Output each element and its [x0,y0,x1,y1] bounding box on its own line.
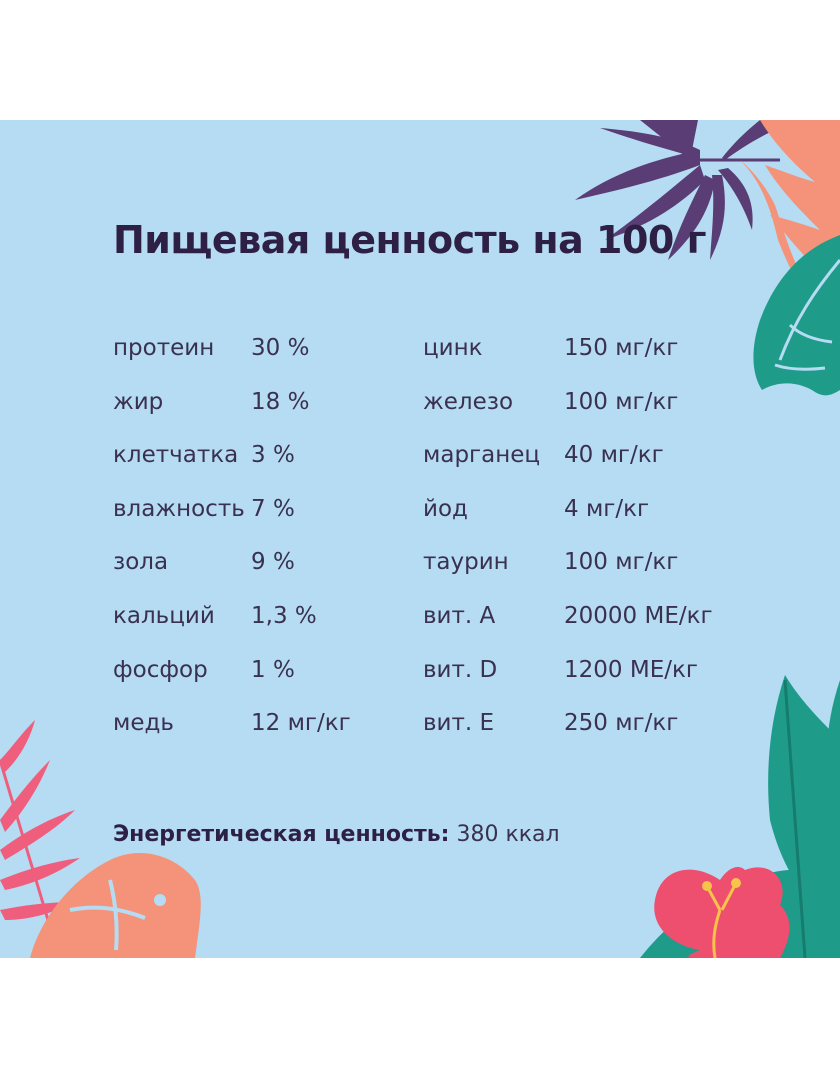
nutrient-name: вит. E [423,710,495,736]
nutrient-name: таурин [423,549,509,575]
nutrient-value: 40 мг/кг [564,442,664,468]
nutrient-value: 30 % [251,335,310,361]
nutrient-name: жир [113,389,164,415]
nutrient-value: 4 мг/кг [564,496,650,522]
nutrient-value: 100 мг/кг [564,549,679,575]
nutrient-value: 18 % [251,389,310,415]
nutrient-name: фосфор [113,657,208,683]
nutrition-card: Пищевая ценность на 100 г протеин 30 % ж… [0,120,840,958]
nutrient-name: марганец [423,442,541,468]
page-title: Пищевая ценность на 100 г [113,218,706,262]
nutrient-name: медь [113,710,174,736]
nutrient-name: влажность [113,496,245,522]
energy-amount: 380 ккал [449,822,560,847]
nutrient-name: йод [423,496,468,522]
nutrient-value: 250 мг/кг [564,710,679,736]
nutrient-value: 3 % [251,442,295,468]
nutrient-value: 1200 МЕ/кг [564,657,698,683]
teal-monstera-leaf-icon [753,235,840,396]
nutrient-name: кальций [113,603,215,629]
hibiscus-flower-icon [654,867,790,958]
nutrient-value: 9 % [251,549,295,575]
nutrient-value: 100 мг/кг [564,389,679,415]
nutrition-table: протеин 30 % жир 18 % клетчатка 3 % влаж… [0,120,840,958]
nutrient-value: 150 мг/кг [564,335,679,361]
nutrient-name: вит. A [423,603,496,629]
nutrient-value: 1,3 % [251,603,317,629]
nutrient-value: 1 % [251,657,295,683]
nutrient-name: железо [423,389,514,415]
nutrient-name: зола [113,549,169,575]
nutrient-name: вит. D [423,657,498,683]
peach-monstera-leaf-icon [30,852,201,958]
purple-palm-leaf-icon [575,120,800,260]
nutrient-value: 7 % [251,496,295,522]
nutrient-name: цинк [423,335,483,361]
nutrient-name: клетчатка [113,442,239,468]
tropical-leaves-decoration [0,120,840,958]
nutrient-value: 12 мг/кг [251,710,351,736]
nutrient-name: протеин [113,335,215,361]
energy-label: Энергетическая ценность: [113,822,450,847]
energy-value-line: Энергетическая ценность: 380 ккал [113,822,560,847]
nutrient-value: 20000 МЕ/кг [564,603,713,629]
